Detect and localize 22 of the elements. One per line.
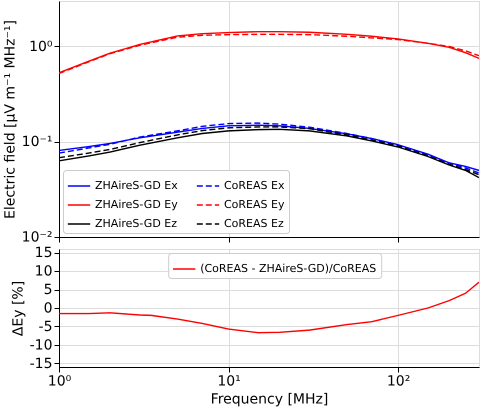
y-tick-label: 5	[44, 282, 52, 298]
y-tick-label: 10⁻²	[22, 230, 52, 246]
y-tick-label: 10⁻¹	[22, 134, 52, 150]
legend-label: ZHAireS-GD Ex	[95, 179, 178, 192]
x-axis-title: Frequency [MHz]	[210, 392, 328, 408]
y-tick-label: 10	[34, 264, 52, 280]
y-tick-label: -15	[30, 356, 52, 372]
y-axis-title: ΔEy [%]	[10, 280, 27, 336]
legend-label: CoREAS Ey	[224, 198, 285, 211]
x-tick-label: 10²	[386, 374, 410, 390]
legend-label: CoREAS Ez	[224, 217, 284, 230]
y-tick-label: 15	[34, 245, 52, 262]
y-tick-label: -5	[38, 318, 52, 335]
y-tick-label: 0	[44, 300, 52, 316]
x-tick-label: 10¹	[217, 374, 241, 390]
legend-label: ZHAireS-GD Ez	[95, 217, 178, 230]
legend-label: (CoREAS - ZHAireS-GD)/CoREAS	[200, 262, 376, 275]
y-axis-title: Electric field [μV m⁻¹ MHz⁻¹]	[2, 20, 19, 219]
legend-label: ZHAireS-GD Ey	[95, 198, 178, 211]
legend-label: CoREAS Ex	[224, 179, 285, 192]
y-tick-label: 10⁰	[29, 38, 53, 55]
y-tick-label: -10	[30, 337, 52, 354]
